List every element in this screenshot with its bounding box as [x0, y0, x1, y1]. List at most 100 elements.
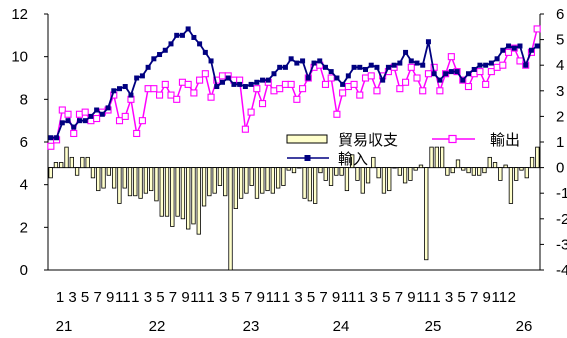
exports-marker — [184, 80, 192, 88]
trade-balance-bar — [143, 167, 149, 194]
trade-balance-bar — [508, 167, 514, 204]
imports-marker — [59, 120, 65, 126]
imports-marker — [305, 75, 311, 81]
trade-balance-bar — [477, 167, 482, 176]
exports-marker — [356, 91, 364, 99]
x-month-label: 3 — [445, 289, 453, 306]
imports-marker — [448, 69, 454, 75]
imports-marker — [139, 73, 145, 79]
exports-marker — [413, 74, 421, 82]
x-month-label: 5 — [457, 289, 465, 306]
x-month-label: 1 — [357, 289, 365, 306]
imports-marker — [191, 34, 197, 40]
exports-marker — [350, 80, 358, 88]
x-month-label: 11 — [266, 289, 282, 306]
trade-balance-bar — [503, 164, 508, 168]
imports-marker — [500, 47, 506, 53]
imports-marker — [271, 71, 277, 77]
trade-balance-bar — [196, 167, 201, 235]
x-month-label: 5 — [382, 289, 390, 306]
trade-balance-bar — [233, 167, 238, 209]
trade-balance-bar — [291, 167, 297, 174]
exports-marker — [367, 72, 375, 80]
x-month-label: 1 — [206, 289, 214, 306]
x-month-label: 3 — [294, 289, 302, 306]
trade-balance-bar — [328, 167, 334, 186]
trade-balance-bar — [313, 167, 318, 204]
x-month-label: 5 — [156, 289, 164, 306]
imports-marker — [65, 118, 71, 124]
x-year-label: 22 — [149, 318, 166, 335]
exports-marker — [344, 82, 352, 91]
legend-swatch-trade-balance — [286, 134, 328, 144]
exports-marker — [167, 91, 175, 99]
legend-marker-exports — [448, 134, 457, 144]
x-month-label: 9 — [257, 289, 265, 306]
trade-balance-bar — [201, 167, 207, 207]
trade-balance-bars — [48, 146, 540, 271]
exports-marker — [504, 48, 513, 56]
left-tick-label: 8 — [20, 91, 28, 108]
imports-marker — [483, 62, 489, 68]
x-year-label: 23 — [243, 318, 260, 335]
trade-balance-bar — [180, 167, 186, 220]
imports-marker — [54, 135, 60, 141]
imports-marker — [122, 84, 128, 90]
trade-balance-bar — [302, 167, 307, 199]
trade-balance-bar — [127, 167, 133, 197]
trade-balance-bar — [381, 167, 387, 194]
exports-marker — [361, 74, 370, 82]
exports-marker — [47, 142, 55, 150]
x-month-label: 7 — [470, 289, 478, 306]
trade-balance-bar — [59, 162, 64, 168]
imports-marker — [71, 124, 77, 130]
legend: 貿易収支 輸出 輸入 — [286, 131, 520, 168]
imports-marker — [351, 64, 357, 70]
left-tick-label: 12 — [11, 6, 28, 23]
trade-balance-bar — [350, 154, 355, 169]
x-month-label: 3 — [144, 289, 152, 306]
imports-marker — [460, 77, 466, 83]
trade-balance-bar — [418, 164, 424, 168]
imports-marker — [128, 92, 134, 98]
left-tick-label: 2 — [20, 219, 28, 236]
trade-balance-bar — [445, 167, 450, 176]
exports-marker — [121, 112, 129, 120]
imports-marker — [528, 47, 534, 53]
imports-marker — [363, 66, 369, 72]
exports-marker — [190, 89, 198, 97]
exports-marker — [339, 89, 347, 97]
exports-marker — [333, 110, 341, 118]
imports-marker — [174, 32, 180, 38]
exports-marker — [247, 108, 255, 116]
exports-marker — [156, 91, 164, 99]
right-tick-label: -3 — [556, 236, 567, 253]
imports-marker — [162, 47, 168, 53]
trade-balance-bar — [265, 167, 270, 192]
imports-marker — [300, 58, 306, 64]
x-month-label: 1 — [56, 289, 64, 306]
imports-marker — [385, 64, 391, 70]
trade-balance-bar — [402, 167, 408, 184]
imports-marker — [317, 58, 323, 64]
exports-marker — [270, 87, 278, 95]
exports-marker — [516, 57, 524, 65]
trade-balance-bar — [365, 167, 371, 184]
trade-balance-bar — [334, 167, 339, 176]
x-month-label: 2 — [508, 289, 516, 306]
trade-balance-bar — [492, 162, 498, 168]
trade-balance-bar — [53, 162, 59, 168]
imports-marker — [260, 77, 266, 83]
imports-marker — [111, 88, 117, 94]
x-month-label: 3 — [68, 289, 76, 306]
exports-marker — [258, 100, 267, 108]
trade-balance-bar — [249, 167, 254, 186]
trade-balance-bar — [482, 167, 487, 174]
exports-marker — [493, 63, 501, 71]
imports-marker — [494, 56, 500, 62]
trade-balance-bar — [238, 167, 244, 199]
right-tick-label: 4 — [556, 57, 564, 74]
imports-marker — [202, 49, 208, 55]
trade-balance-bar — [254, 167, 260, 199]
